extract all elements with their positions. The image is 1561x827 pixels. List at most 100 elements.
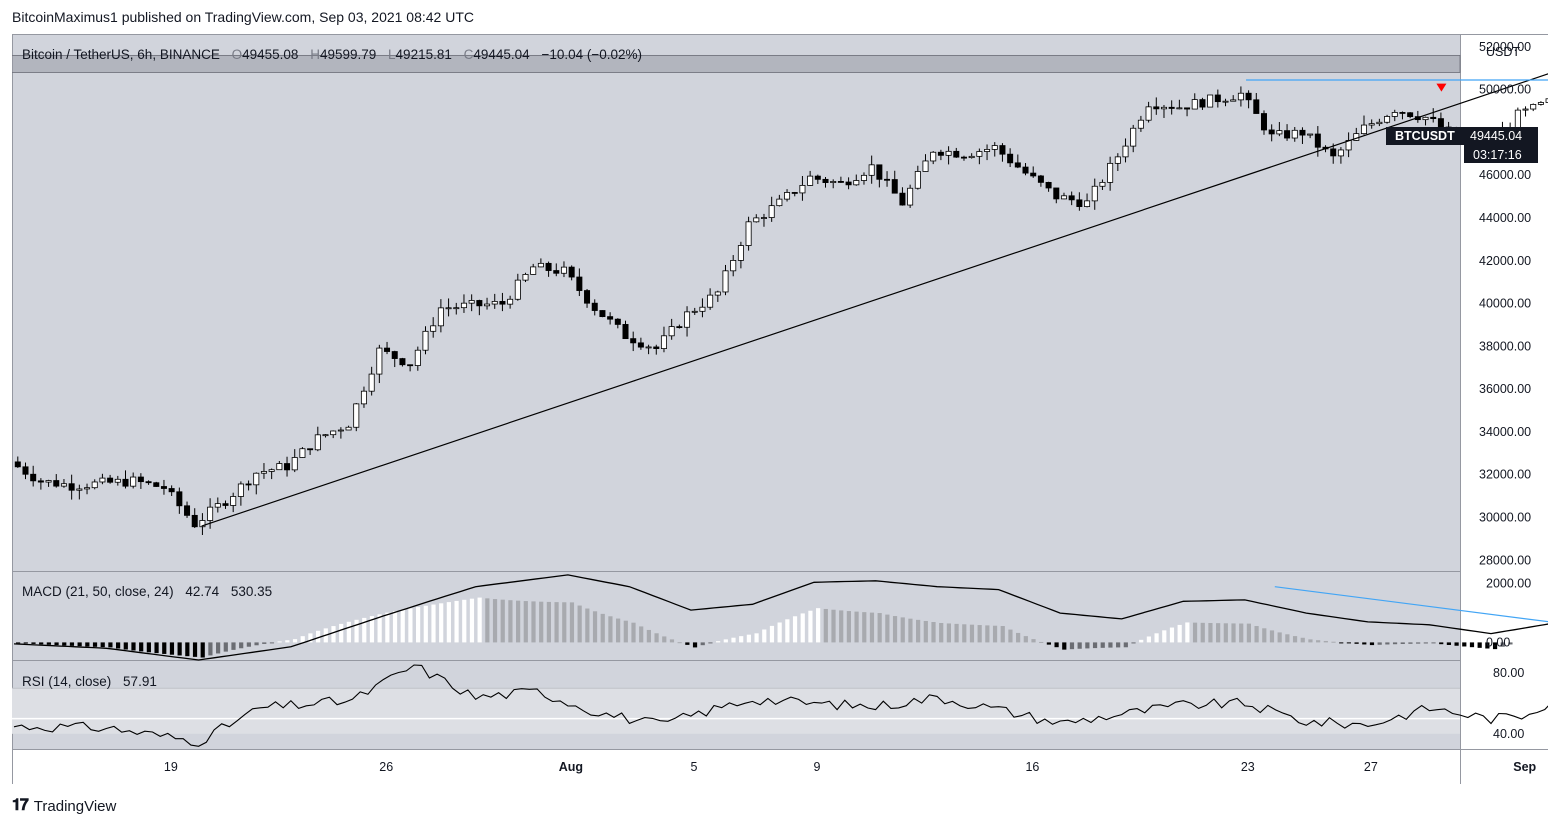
macd-hist-bar xyxy=(500,599,505,643)
candle-body xyxy=(1153,106,1160,110)
rsi-band xyxy=(12,688,1460,734)
macd-hist-bar xyxy=(916,619,921,643)
candle-body xyxy=(1330,148,1337,157)
macd-hist-bar xyxy=(1185,622,1190,643)
macd-hist-bar xyxy=(1116,642,1121,648)
macd-hist-bar xyxy=(700,642,705,646)
macd-hist-bar xyxy=(523,601,528,643)
macd-hist-bar xyxy=(246,642,251,647)
macd-hist-bar xyxy=(462,599,467,643)
candle-body xyxy=(1368,123,1375,126)
macd-hist-bar xyxy=(792,616,798,643)
candle-body xyxy=(637,342,644,348)
macd-hist-bar xyxy=(754,633,759,643)
macd-hist-bar xyxy=(1408,642,1413,644)
time-tick: 16 xyxy=(1025,760,1039,774)
candle-body xyxy=(376,347,383,375)
candle-body xyxy=(537,262,544,268)
rsi-legend: RSI (14, close) 57.91 xyxy=(22,674,157,689)
candle-body xyxy=(68,483,75,491)
candle-body xyxy=(1145,106,1152,121)
candle-body xyxy=(514,279,521,300)
time-tick: 27 xyxy=(1364,760,1378,774)
macd-hist-bar xyxy=(431,604,436,643)
last-price: 49445.04 xyxy=(1470,129,1522,143)
macd-hist-bar xyxy=(1462,642,1467,647)
countdown: 03:17:16 xyxy=(1473,148,1522,162)
candle-body xyxy=(260,471,267,474)
macd-hist-bar xyxy=(1539,636,1544,643)
candle-body xyxy=(1176,107,1183,110)
macd-hist-bar xyxy=(639,626,644,643)
candle-body xyxy=(799,184,806,194)
candle-body xyxy=(660,335,667,349)
macd-hist-bar xyxy=(1546,635,1552,643)
candle-body xyxy=(45,480,52,483)
macd-hist-bar xyxy=(600,613,605,643)
candle-body xyxy=(1522,108,1529,111)
candle-body xyxy=(337,429,344,432)
macd-hist-bar xyxy=(923,620,928,643)
candle-body xyxy=(430,325,437,332)
macd-hist-bar xyxy=(708,642,713,644)
candle-body xyxy=(422,330,429,351)
chart-svg[interactable]: 52000.0050000.0046000.0044000.0042000.00… xyxy=(11,34,1561,784)
macd-hist-bar xyxy=(146,642,151,653)
macd-hist-bar xyxy=(223,642,228,652)
macd-hist-bar xyxy=(939,622,944,643)
macd-hist-bar xyxy=(362,617,367,643)
macd-hist-bar xyxy=(716,641,721,643)
candle-body xyxy=(37,480,44,483)
macd-hist-bar xyxy=(416,607,421,643)
candle-body xyxy=(14,461,21,468)
macd-hist-bar xyxy=(208,642,213,656)
candle-body xyxy=(860,174,867,181)
candle-body xyxy=(984,149,991,152)
price-tick: 50000.00 xyxy=(1479,83,1531,97)
indicator-lines xyxy=(13,574,1561,747)
macd-hist-bar xyxy=(823,608,828,643)
candle-body xyxy=(560,266,567,274)
legend-high: 49599.79 xyxy=(320,47,376,62)
price-tick: 30000.00 xyxy=(1479,511,1531,525)
chart-area[interactable]: 52000.00 50000.00 46000.00 44000.00 42000.00… xyxy=(11,34,1561,784)
macd-hist-bar xyxy=(1069,642,1075,650)
candle-body xyxy=(1384,116,1391,123)
macd-hist-bar xyxy=(339,623,344,643)
ascending-trendline xyxy=(201,68,1561,527)
macd-hist-bar xyxy=(131,642,136,651)
candle-body xyxy=(237,483,244,497)
macd-hist-bar xyxy=(485,598,490,643)
macd-hist-bar xyxy=(123,642,128,650)
candle-body xyxy=(868,164,875,176)
axis-labels: 52000.0050000.0046000.0044000.0042000.00… xyxy=(164,40,1537,774)
candles xyxy=(14,86,1561,536)
candle-body xyxy=(914,171,921,189)
candle-body xyxy=(945,150,952,156)
macd-hist-bar xyxy=(1385,642,1390,645)
macd-hist-bar xyxy=(446,602,451,643)
candle-body xyxy=(668,326,675,337)
candle-body xyxy=(160,486,167,489)
candle-body xyxy=(614,318,621,325)
macd-hist-bar xyxy=(839,610,844,643)
macd-hist-bar xyxy=(316,630,321,643)
published-caption: BitcoinMaximus1 published on TradingView… xyxy=(12,9,475,25)
legend-close: 49445.04 xyxy=(473,47,530,62)
candle-body xyxy=(399,358,406,366)
macd-hist-bar xyxy=(669,639,675,643)
candle-body xyxy=(545,262,552,271)
macd-hist-bar xyxy=(654,633,659,643)
macd-hist-bar xyxy=(385,612,390,643)
macd-hist-bar xyxy=(592,611,598,643)
legend-change: −10.04 (−0.02%) xyxy=(541,47,642,62)
legend-l-label: L xyxy=(388,47,396,62)
legend-low: 49215.81 xyxy=(396,47,452,62)
candle-body xyxy=(1314,133,1321,148)
candle-body xyxy=(676,326,683,329)
macd-hist-bar xyxy=(577,605,582,643)
macd-hist-bar xyxy=(162,642,167,654)
time-tick: 5 xyxy=(690,760,697,774)
candle-body xyxy=(299,448,306,458)
macd-tick: 0.00 xyxy=(1486,635,1510,649)
